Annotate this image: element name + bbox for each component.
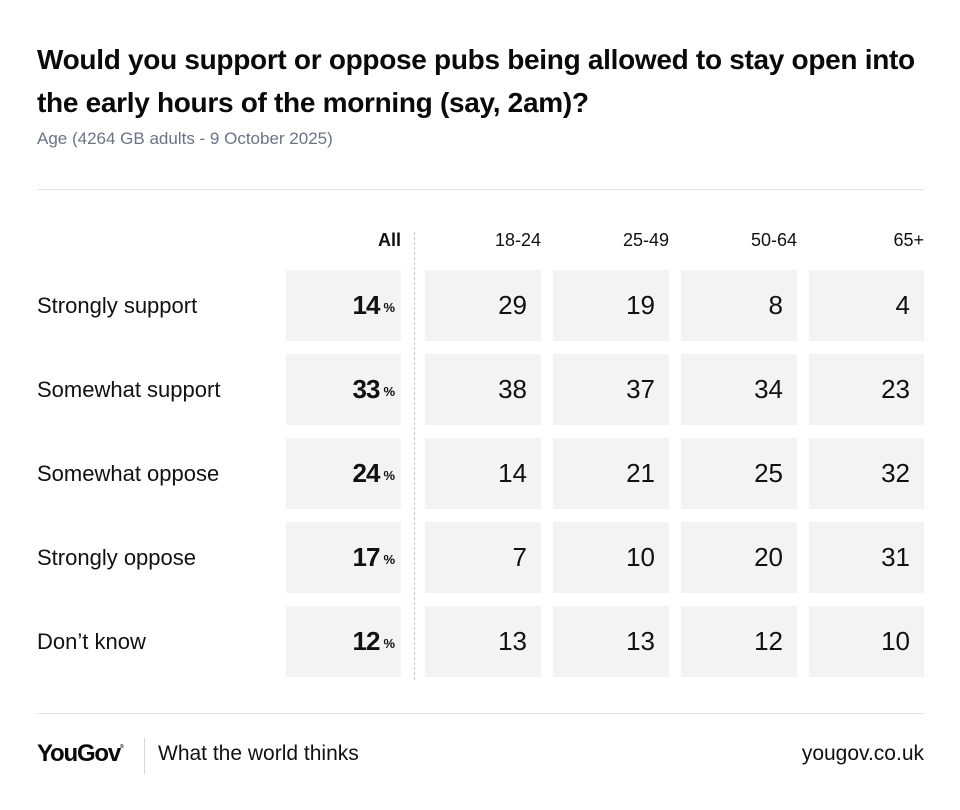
value-cell: 29 [425, 270, 541, 341]
yougov-logo: YouGov® [37, 740, 124, 768]
cell-value: 14 [352, 290, 381, 320]
row-label: Don’t know [37, 629, 146, 654]
cell-value: 31 [881, 542, 910, 572]
percent-sign: % [383, 299, 395, 315]
cell-value: 21 [626, 458, 655, 488]
value-cell: 25 [681, 438, 797, 509]
value-cell: 4 [809, 270, 924, 341]
row-label: Strongly oppose [37, 545, 196, 570]
value-cell: 13 [553, 606, 669, 677]
cell-value: 33 [352, 374, 381, 404]
percent-sign: % [383, 551, 395, 567]
cell-value: 19 [626, 290, 655, 320]
column-header: 18-24 [494, 230, 541, 250]
value-cell: 10 [809, 606, 924, 677]
value-cell: 32 [809, 438, 924, 509]
value-cell-all: 33% [286, 354, 401, 425]
cell-value: 10 [881, 626, 910, 656]
cell-value: 29 [498, 290, 527, 320]
footer-separator [144, 738, 145, 774]
column-header: 65+ [893, 230, 924, 250]
cell-value: 13 [626, 626, 655, 656]
chart-subtitle: Age (4264 GB adults - 9 October 2025) [37, 129, 333, 148]
cell-value: 38 [498, 374, 527, 404]
value-cell: 10 [553, 522, 669, 593]
value-cell: 14 [425, 438, 541, 509]
cell-value: 8 [768, 290, 783, 320]
column-header: 25-49 [622, 230, 669, 250]
cell-value: 12 [352, 626, 381, 656]
percent-sign: % [383, 635, 395, 651]
top-divider [37, 189, 924, 190]
value-cell: 37 [553, 354, 669, 425]
value-cell: 13 [425, 606, 541, 677]
value-cell: 34 [681, 354, 797, 425]
cell-value: 13 [498, 626, 527, 656]
row-label: Strongly support [37, 293, 198, 318]
value-cell-all: 17% [286, 522, 401, 593]
cell-value: 7 [512, 542, 527, 572]
value-cell: 8 [681, 270, 797, 341]
cell-value: 32 [881, 458, 910, 488]
chart-title: Would you support or oppose pubs being a… [37, 44, 915, 118]
registered-mark-icon: ® [120, 744, 124, 750]
value-cell: 38 [425, 354, 541, 425]
cell-value: 17 [352, 542, 381, 572]
footer-tagline: What the world thinks [158, 742, 359, 765]
value-cell-all: 12% [286, 606, 401, 677]
percent-sign: % [383, 383, 395, 399]
value-cell: 12 [681, 606, 797, 677]
value-cell: 19 [553, 270, 669, 341]
value-cell: 23 [809, 354, 924, 425]
value-cell: 20 [681, 522, 797, 593]
cell-value: 37 [626, 374, 655, 404]
bottom-divider [37, 713, 924, 714]
column-header: 50-64 [750, 230, 797, 250]
cell-value: 4 [895, 290, 910, 320]
value-cell: 7 [425, 522, 541, 593]
cell-value: 34 [754, 374, 783, 404]
cell-value: 12 [754, 626, 783, 656]
cell-value: 20 [754, 542, 783, 572]
percent-sign: % [383, 467, 395, 483]
value-cell-all: 24% [286, 438, 401, 509]
footer-url: yougov.co.uk [801, 742, 924, 765]
cell-value: 23 [881, 374, 910, 404]
cell-value: 24 [352, 458, 381, 488]
cell-value: 10 [626, 542, 655, 572]
value-cell: 31 [809, 522, 924, 593]
logo-text: YouGov [37, 740, 121, 767]
cell-value: 14 [498, 458, 527, 488]
row-label: Somewhat support [37, 377, 221, 402]
value-cell: 21 [553, 438, 669, 509]
column-header-all: All [377, 230, 401, 250]
cell-value: 25 [754, 458, 783, 488]
row-label: Somewhat oppose [37, 461, 220, 486]
value-cell-all: 14% [286, 270, 401, 341]
all-column-divider [414, 232, 415, 680]
